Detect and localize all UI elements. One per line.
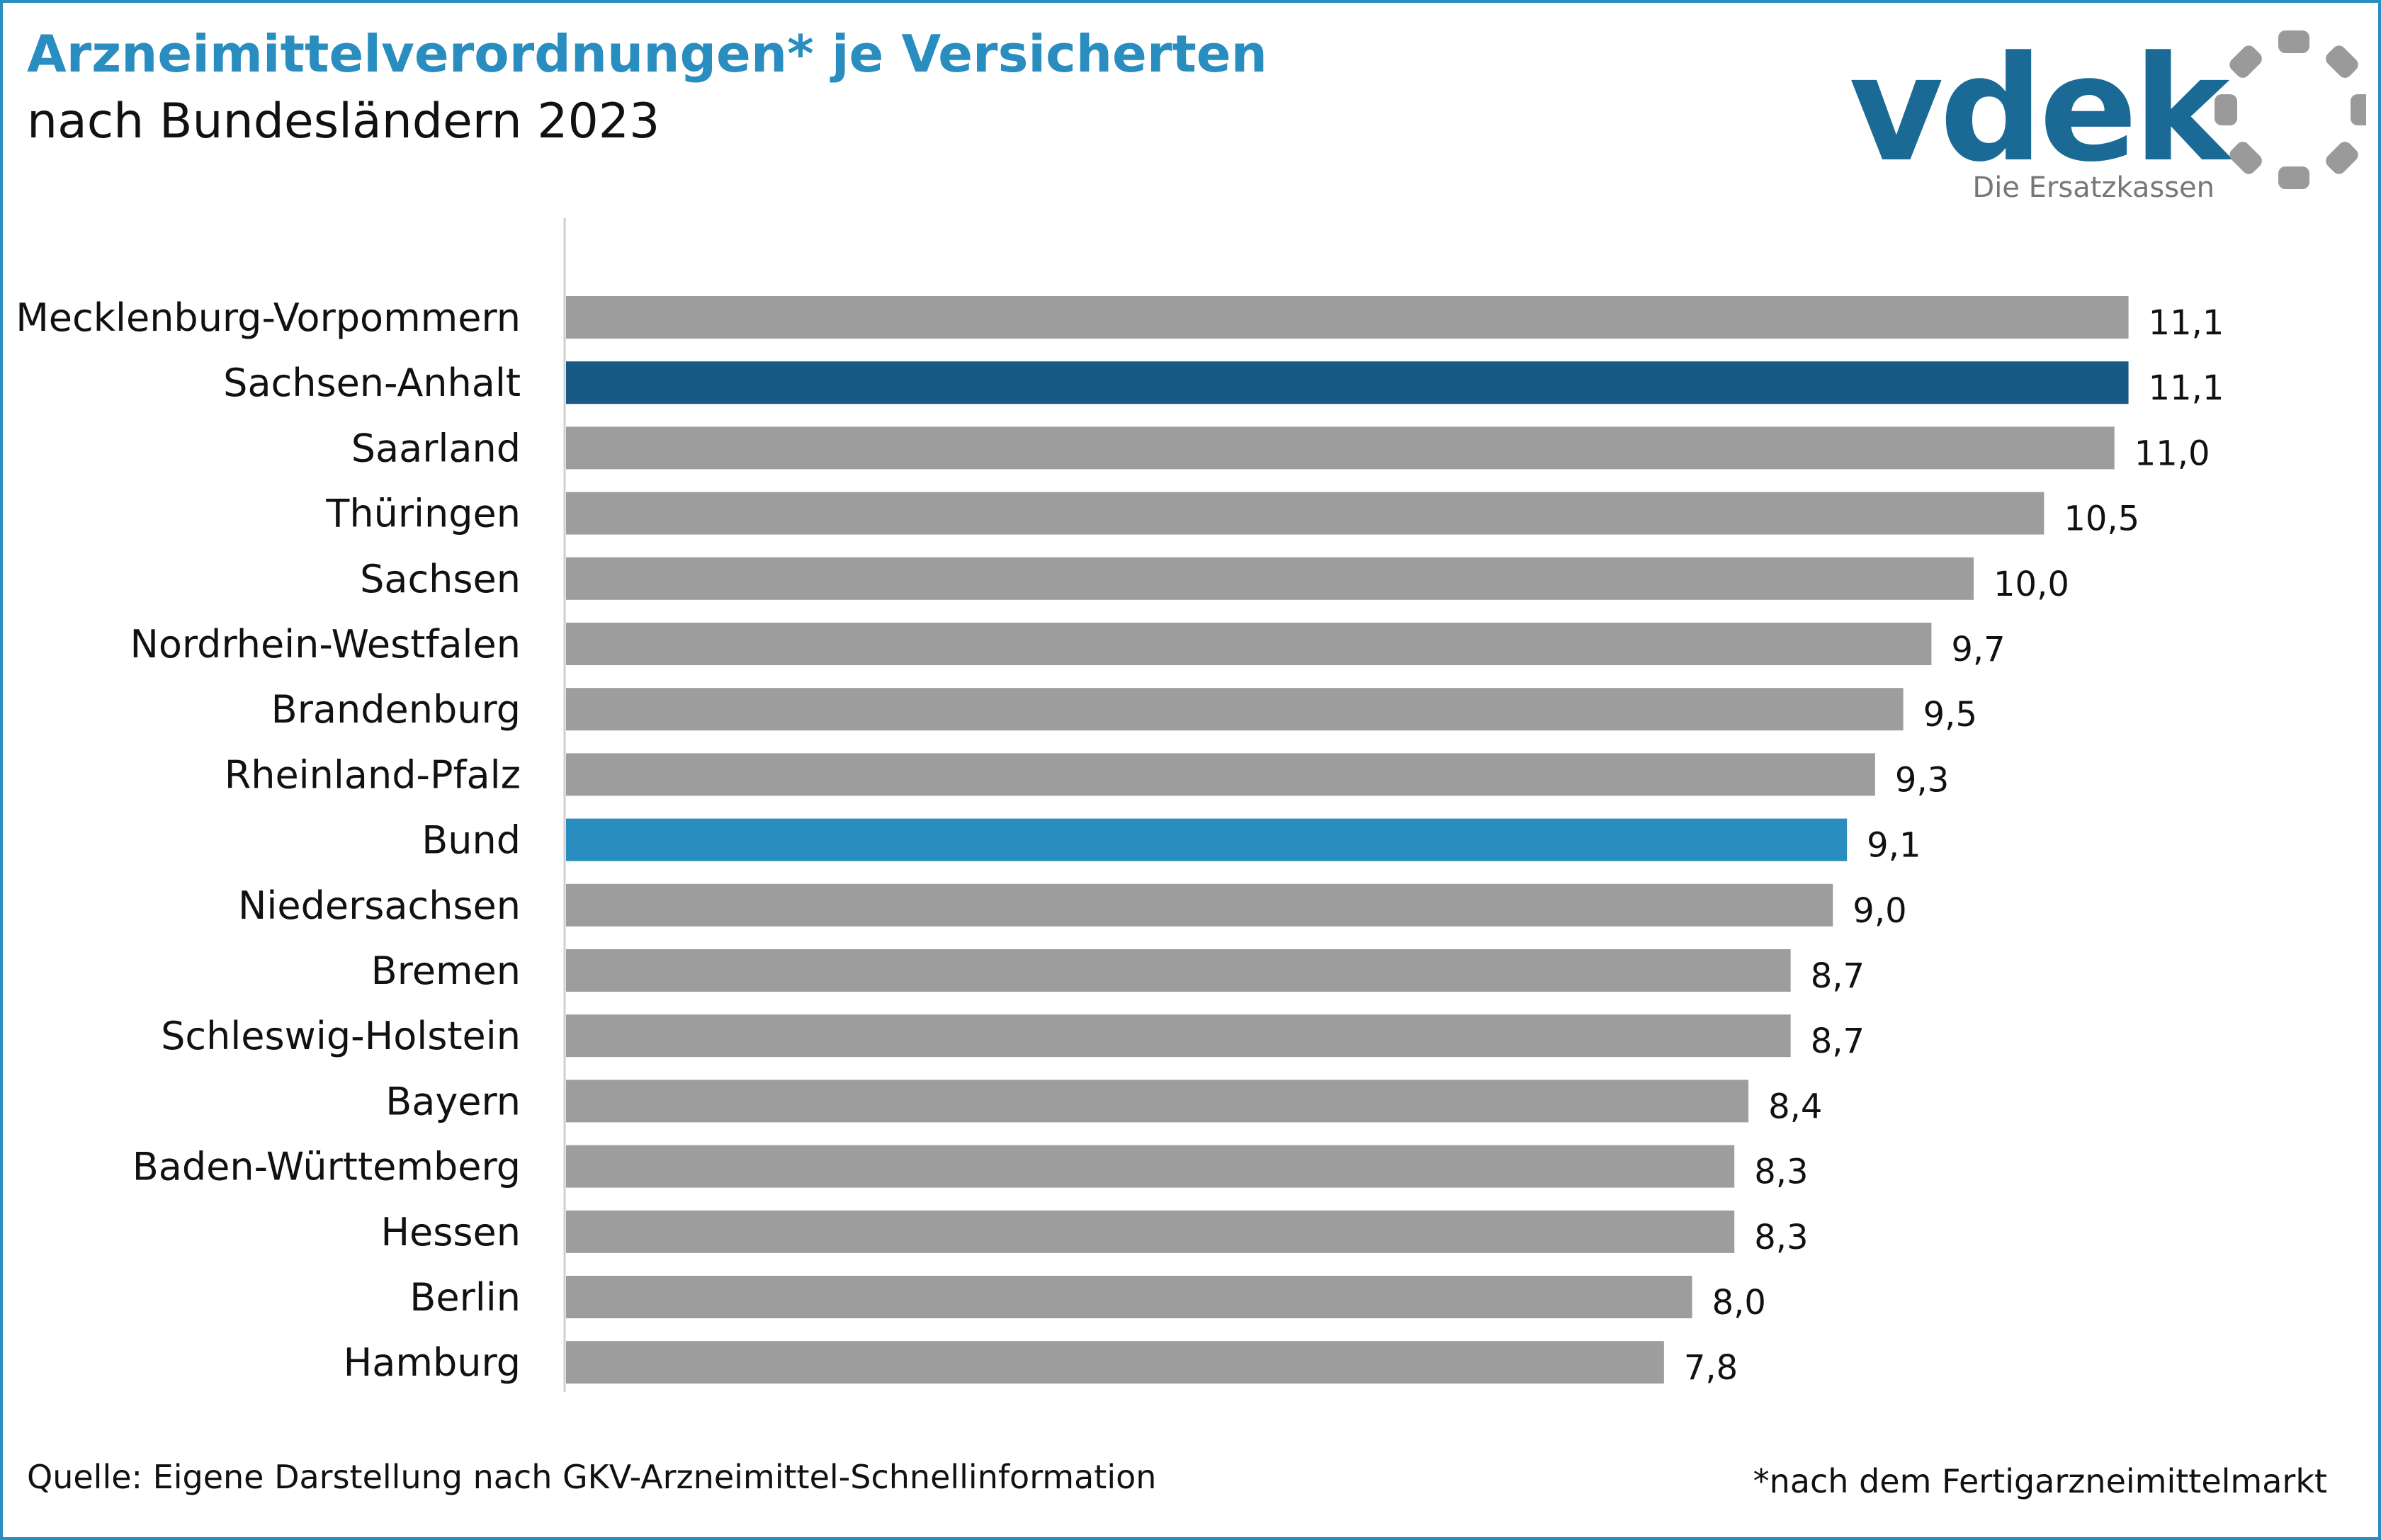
value-label: 9,1 [1867, 826, 1921, 866]
value-label: 10,0 [1993, 565, 2069, 604]
category-label: Baden-Württemberg [132, 1145, 521, 1189]
category-label: Saarland [351, 426, 521, 470]
bar-bund [566, 818, 1848, 861]
bar-mecklenburg-vorpommern [566, 296, 2129, 339]
bar-thüringen [566, 492, 2045, 535]
value-label: 8,3 [1754, 1218, 1808, 1257]
bar-sachsen [566, 557, 1974, 600]
category-label: Sachsen-Anhalt [223, 361, 521, 405]
bar-schleswig-holstein [566, 1014, 1791, 1058]
category-label: Brandenburg [271, 687, 521, 732]
value-label: 8,4 [1768, 1087, 1822, 1126]
category-label: Bremen [371, 949, 521, 993]
category-label: Thüringen [325, 492, 521, 536]
category-label: Mecklenburg-Vorpommern [16, 295, 521, 340]
bar-berlin [566, 1276, 1692, 1318]
value-label: 11,0 [2134, 434, 2210, 473]
value-label: 7,8 [1684, 1348, 1738, 1388]
chart-subtitle: nach Bundesländern 2023 [27, 94, 660, 149]
category-label: Bayern [385, 1079, 521, 1123]
footnote: *nach dem Fertigarzneimittelmarkt [1753, 1462, 2327, 1500]
value-label: 9,7 [1951, 630, 2005, 669]
source-note: Quelle: Eigene Darstellung nach GKV-Arzn… [27, 1458, 1157, 1496]
bar-bayern [566, 1080, 1749, 1123]
bar-bremen [566, 949, 1791, 992]
bar-hamburg [566, 1341, 1664, 1384]
value-label: 11,1 [2149, 368, 2224, 408]
bar-niedersachsen [566, 883, 1833, 927]
category-label: Bund [422, 818, 521, 863]
logo-tagline: Die Ersatzkassen [1972, 171, 2215, 204]
bar-sachsen-anhalt [566, 361, 2129, 404]
value-label: 8,7 [1811, 1021, 1865, 1061]
bars-group: Mecklenburg-Vorpommern 11,1 Sachsen-Anhalt… [16, 295, 2224, 1388]
bar-nordrhein-westfalen [566, 623, 1932, 665]
bar-hessen [566, 1210, 1735, 1253]
category-label: Schleswig-Holstein [161, 1014, 521, 1058]
category-label: Hessen [380, 1210, 521, 1255]
category-label: Hamburg [344, 1340, 521, 1385]
value-label: 8,7 [1811, 956, 1865, 996]
value-label: 9,3 [1895, 760, 1949, 800]
value-label: 10,5 [2064, 499, 2139, 539]
ring-of-segments-icon [2215, 30, 2366, 189]
category-label: Nordrhein-Westfalen [130, 622, 521, 667]
value-label: 8,0 [1712, 1283, 1766, 1323]
logo-wordmark: vdek [1849, 26, 2233, 194]
chart-title: Arzneimittelverordnungen* je Versicherte… [27, 24, 1267, 84]
category-label: Berlin [409, 1275, 521, 1320]
value-label: 11,1 [2149, 303, 2224, 343]
bar-rheinland-pfalz [566, 753, 1875, 796]
bar-baden-württemberg [566, 1145, 1735, 1188]
value-label: 9,0 [1853, 891, 1906, 931]
category-label: Niedersachsen [238, 883, 521, 928]
value-label: 9,5 [1923, 695, 1977, 735]
category-label: Sachsen [360, 557, 521, 601]
vdek-logo: vdek Die Ersatzkassen [1849, 26, 2366, 204]
category-label: Rheinland-Pfalz [225, 752, 521, 797]
bar-brandenburg [566, 688, 1904, 731]
bar-saarland [566, 426, 2115, 470]
value-label: 8,3 [1754, 1153, 1808, 1192]
